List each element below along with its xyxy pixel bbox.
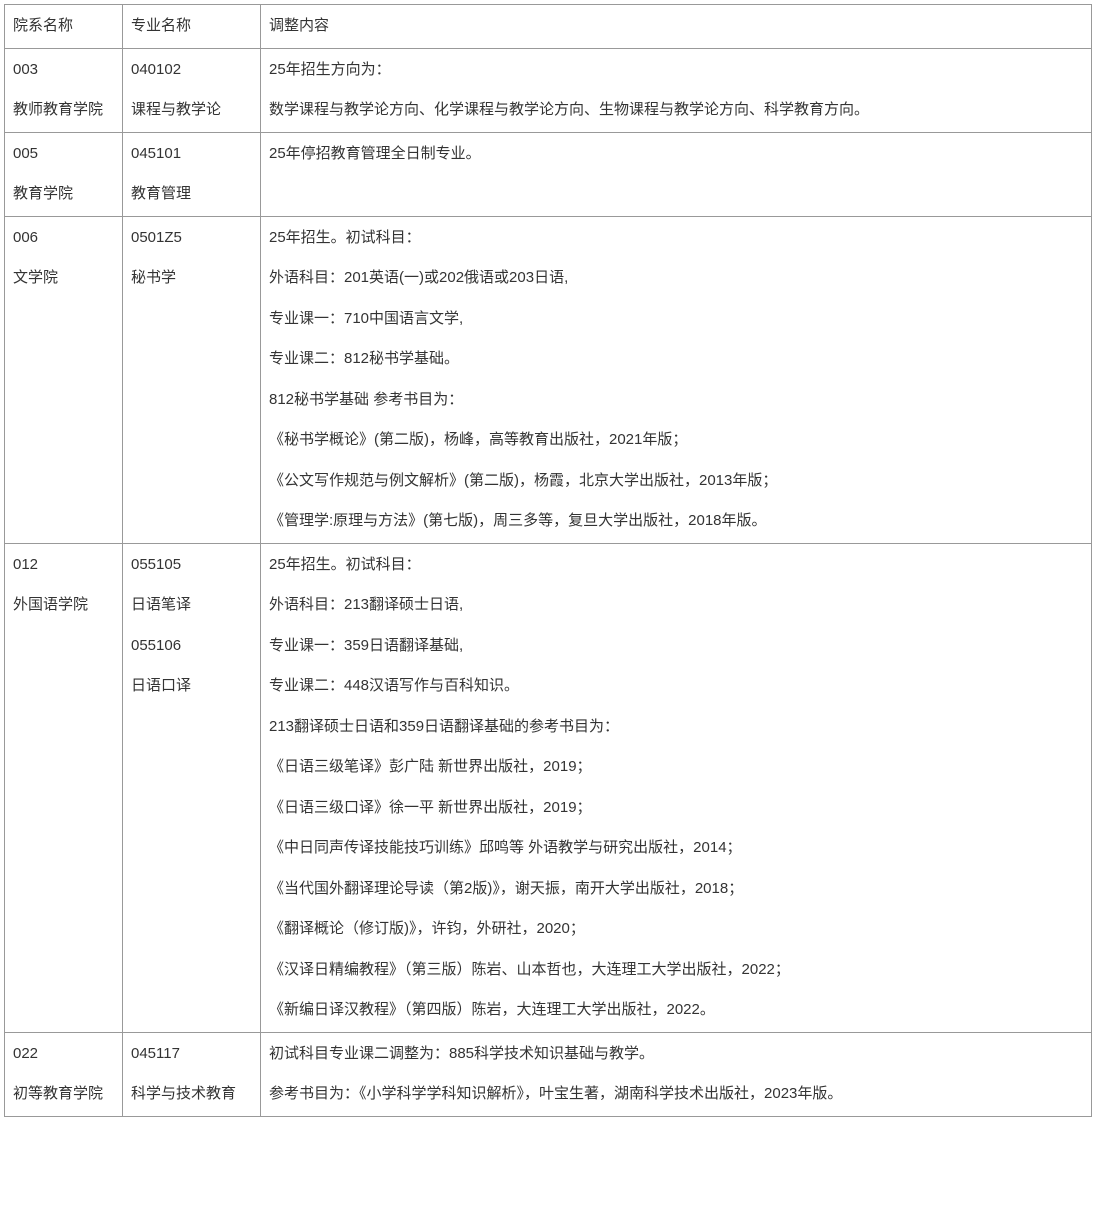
dept-line: 022: [13, 1043, 114, 1066]
cell-major: 040102 课程与教学论: [123, 48, 261, 132]
header-dept: 院系名称: [5, 5, 123, 49]
table-row: 022 初等教育学院 045117 科学与技术教育初试科目专业课二调整为：885科学技…: [5, 1032, 1092, 1116]
table-body: 003 教师教育学院 040102 课程与教学论 25年招生方向为： 数学课程与教学论方向…: [5, 48, 1092, 1116]
dept-line: 教师教育学院: [13, 99, 114, 122]
content-line: 《新编日译汉教程》（第四版）陈岩，大连理工大学出版社，2022。: [269, 999, 1083, 1022]
major-line: 科学与技术教育: [131, 1083, 252, 1106]
content-line: 812秘书学基础 参考书目为：: [269, 389, 1083, 412]
major-line: 教育管理: [131, 183, 252, 206]
major-line: 045117: [131, 1043, 252, 1066]
dept-line: 005: [13, 143, 114, 166]
cell-major: 045101 教育管理: [123, 132, 261, 216]
cell-major: 045117 科学与技术教育: [123, 1032, 261, 1116]
major-line: 055105: [131, 554, 252, 577]
cell-dept: 006 文学院: [5, 216, 123, 543]
content-line: 25年停招教育管理全日制专业。: [269, 143, 1083, 166]
table-row: 012 外国语学院 055105 日语笔译 055106 日语口译 25年招生。初试科目： 外…: [5, 543, 1092, 1032]
dept-line: 外国语学院: [13, 594, 114, 617]
major-line: 040102: [131, 59, 252, 82]
content-line: 参考书目为：《小学科学学科知识解析》，叶宝生著，湖南科学技术出版社，2023年版…: [269, 1083, 1083, 1106]
table-row: 006 文学院 0501Z5 秘书学 25年招生。初试科目： 外语科目：201英语(一)或…: [5, 216, 1092, 543]
cell-dept: 003 教师教育学院: [5, 48, 123, 132]
major-line: 0501Z5: [131, 227, 252, 250]
table-header-row: 院系名称 专业名称 调整内容: [5, 5, 1092, 49]
table-row: 005 教育学院 045101 教育管理 25年停招教育管理全日制专业。: [5, 132, 1092, 216]
content-line: 《日语三级口译》徐一平 新世界出版社，2019；: [269, 797, 1083, 820]
adjustment-table: 院系名称 专业名称 调整内容 003 教师教育学院 040102 课程与教学论 25年招…: [4, 4, 1092, 1117]
content-line: 外语科目：201英语(一)或202俄语或203日语,: [269, 267, 1083, 290]
major-line: 045101: [131, 143, 252, 166]
content-line: 213翻译硕士日语和359日语翻译基础的参考书目为：: [269, 716, 1083, 739]
content-line: 数学课程与教学论方向、化学课程与教学论方向、生物课程与教学论方向、科学教育方向。: [269, 99, 1083, 122]
header-major: 专业名称: [123, 5, 261, 49]
content-line: 《秘书学概论》(第二版)，杨峰，高等教育出版社，2021年版；: [269, 429, 1083, 452]
cell-content: 初试科目专业课二调整为：885科学技术知识基础与教学。参考书目为：《小学科学学科…: [261, 1032, 1092, 1116]
content-line: 《日语三级笔译》彭广陆 新世界出版社，2019；: [269, 756, 1083, 779]
cell-dept: 005 教育学院: [5, 132, 123, 216]
content-line: 《中日同声传译技能技巧训练》邱鸣等 外语教学与研究出版社，2014；: [269, 837, 1083, 860]
cell-dept: 022 初等教育学院: [5, 1032, 123, 1116]
major-line: 日语笔译: [131, 594, 252, 617]
major-line: 课程与教学论: [131, 99, 252, 122]
dept-line: 006: [13, 227, 114, 250]
cell-major: 055105 日语笔译 055106 日语口译: [123, 543, 261, 1032]
content-line: 初试科目专业课二调整为：885科学技术知识基础与教学。: [269, 1043, 1083, 1066]
content-line: 《当代国外翻译理论导读（第2版)》，谢天振，南开大学出版社，2018；: [269, 878, 1083, 901]
dept-line: 003: [13, 59, 114, 82]
dept-line: 012: [13, 554, 114, 577]
dept-line: 初等教育学院: [13, 1083, 114, 1106]
content-line: 《翻译概论（修订版)》，许钧，外研社，2020；: [269, 918, 1083, 941]
major-line: 日语口译: [131, 675, 252, 698]
content-line: 《汉译日精编教程》（第三版）陈岩、山本哲也，大连理工大学出版社，2022；: [269, 959, 1083, 982]
major-line: 055106: [131, 635, 252, 658]
major-line: 秘书学: [131, 267, 252, 290]
content-line: 外语科目：213翻译硕士日语,: [269, 594, 1083, 617]
content-line: 专业课二：448汉语写作与百科知识。: [269, 675, 1083, 698]
content-line: 《公文写作规范与例文解析》(第二版)，杨霞，北京大学出版社，2013年版；: [269, 470, 1083, 493]
cell-content: 25年招生。初试科目： 外语科目：213翻译硕士日语, 专业课一：359日语翻译基础…: [261, 543, 1092, 1032]
cell-content: 25年招生。初试科目： 外语科目：201英语(一)或202俄语或203日语, 专业课…: [261, 216, 1092, 543]
dept-line: 文学院: [13, 267, 114, 290]
content-line: 专业课二：812秘书学基础。: [269, 348, 1083, 371]
content-line: 25年招生方向为：: [269, 59, 1083, 82]
cell-content: 25年招生方向为： 数学课程与教学论方向、化学课程与教学论方向、生物课程与教学论方…: [261, 48, 1092, 132]
header-content: 调整内容: [261, 5, 1092, 49]
dept-line: 教育学院: [13, 183, 114, 206]
cell-dept: 012 外国语学院: [5, 543, 123, 1032]
content-line: 25年招生。初试科目：: [269, 554, 1083, 577]
cell-major: 0501Z5 秘书学: [123, 216, 261, 543]
table-row: 003 教师教育学院 040102 课程与教学论 25年招生方向为： 数学课程与教学论方向…: [5, 48, 1092, 132]
content-line: 25年招生。初试科目：: [269, 227, 1083, 250]
cell-content: 25年停招教育管理全日制专业。: [261, 132, 1092, 216]
content-line: 专业课一：710中国语言文学,: [269, 308, 1083, 331]
content-line: 专业课一：359日语翻译基础,: [269, 635, 1083, 658]
content-line: 《管理学:原理与方法》(第七版)，周三多等，复旦大学出版社，2018年版。: [269, 510, 1083, 533]
